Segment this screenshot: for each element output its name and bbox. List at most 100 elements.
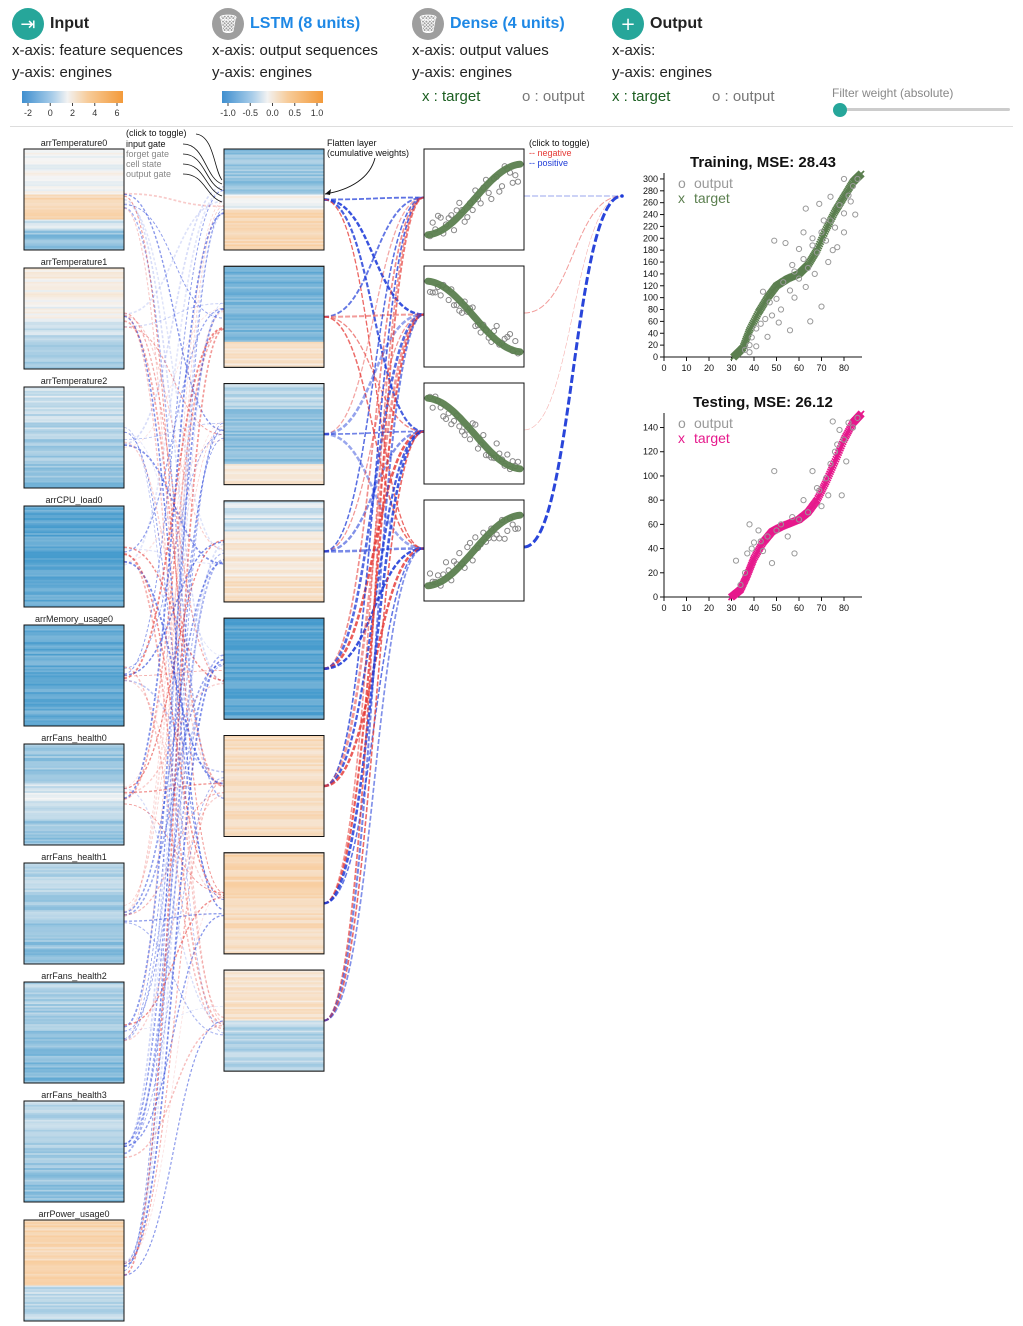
input-heatmap-arrPower_usage0[interactable] — [23, 1219, 125, 1322]
lstm-unit-heatmap-7[interactable] — [223, 969, 325, 1072]
heatmap-row — [24, 356, 124, 359]
dense-output-point — [512, 337, 519, 345]
heatmap-row — [24, 333, 124, 336]
heatmap-row — [24, 1007, 124, 1010]
heatmap-row — [24, 883, 124, 886]
dense-unit-plot-1[interactable] — [423, 265, 525, 368]
plus-icon[interactable]: + — [612, 8, 644, 40]
heatmap-row — [24, 744, 124, 747]
heatmap-row — [224, 647, 324, 650]
heatmap-row — [24, 812, 124, 815]
dense-unit-plot-2[interactable] — [423, 382, 525, 485]
lstm-layer-title[interactable]: LSTM (8 units) — [250, 15, 361, 32]
heatmap-row — [224, 583, 324, 586]
gate-toggle-cell-state: cell state — [126, 159, 162, 169]
heatmap-row — [24, 811, 124, 814]
heatmap-row — [224, 712, 324, 715]
heatmap-row — [224, 353, 324, 356]
heatmap-row — [224, 273, 324, 276]
heatmap-row — [24, 355, 124, 358]
heatmap-row — [224, 645, 324, 648]
dense-x-axis-label: x-axis: output values — [412, 42, 549, 59]
weight-connection — [123, 558, 225, 1155]
output-point — [843, 458, 850, 465]
dense-output-point — [442, 559, 450, 566]
heatmap-row — [24, 419, 124, 422]
heatmap-row — [24, 325, 124, 328]
lstm-unit-heatmap-0[interactable] — [223, 148, 325, 251]
heatmap-row — [224, 1043, 324, 1046]
heatmap-row — [224, 873, 324, 876]
heatmap-row — [24, 953, 124, 956]
weight-connection — [123, 301, 225, 1155]
input-heatmap-arrFans_health0[interactable] — [23, 743, 125, 846]
input-heatmap-arrFans_health2[interactable] — [23, 981, 125, 1084]
weight-connection — [123, 803, 225, 894]
heatmap-row — [24, 568, 124, 571]
heatmap-row — [224, 316, 324, 319]
weight-connection — [123, 326, 225, 436]
heatmap-row — [24, 308, 124, 311]
input-heatmap-arrFans_health3[interactable] — [23, 1100, 125, 1203]
heatmap-row — [24, 226, 124, 229]
heatmap-row — [224, 854, 324, 858]
heatmap-row — [24, 1265, 124, 1268]
trash-icon[interactable]: 🗑 — [212, 8, 244, 40]
trash-icon[interactable]: 🗑 — [412, 8, 444, 40]
chart-title: Testing, MSE: 26.12 — [693, 394, 833, 411]
heatmap-row — [224, 236, 324, 239]
output-point — [834, 244, 841, 251]
heatmap-row — [224, 435, 324, 438]
lstm-unit-heatmap-4[interactable] — [223, 617, 325, 720]
heatmap-row — [224, 896, 324, 899]
input-heatmap-arrCPU_load0[interactable] — [23, 505, 125, 608]
heatmap-row — [24, 588, 124, 591]
weight-connection — [123, 189, 225, 675]
lstm-unit-heatmap-2[interactable] — [223, 383, 325, 486]
heatmap-row — [24, 640, 124, 643]
heatmap-row — [24, 1153, 124, 1156]
filter-weight-thumb[interactable] — [833, 103, 847, 117]
weight-connection — [123, 302, 225, 328]
heatmap-row — [224, 355, 324, 358]
heatmap-row — [224, 326, 324, 329]
input-heatmap-arrTemperature2[interactable] — [23, 386, 125, 489]
input-x-axis-label: x-axis: feature sequences — [12, 42, 183, 59]
heatmap-row — [224, 171, 324, 174]
weight-connection — [123, 200, 225, 315]
output-layer-header: + Output x-axis: y-axis: engines — [612, 8, 812, 84]
output-point — [732, 557, 740, 564]
input-heatmap-arrTemperature0[interactable] — [23, 148, 125, 251]
heatmap-row — [24, 754, 124, 757]
output-point — [766, 299, 773, 306]
dense-output-point — [512, 172, 519, 179]
lstm-unit-heatmap-3[interactable] — [223, 500, 325, 603]
heatmap-row — [224, 894, 324, 898]
dense-output-point — [506, 330, 514, 338]
heatmap-row — [224, 509, 324, 512]
dense-layer-title[interactable]: Dense (4 units) — [450, 15, 565, 32]
lstm-unit-heatmap-5[interactable] — [223, 735, 325, 837]
heatmap-row — [24, 211, 124, 214]
heatmap-row — [24, 603, 124, 606]
heatmap-row — [24, 1303, 124, 1306]
lstm-unit-heatmap-1[interactable] — [223, 265, 325, 368]
input-icon[interactable]: ⇥ — [12, 8, 44, 40]
heatmap-row — [24, 994, 124, 997]
input-heatmap-arrTemperature1[interactable] — [23, 267, 125, 370]
heatmap-row — [224, 459, 324, 462]
input-heatmap-arrFans_health1[interactable] — [23, 862, 125, 965]
dense-unit-plot-0[interactable] — [423, 148, 525, 251]
heatmap-row — [224, 415, 324, 418]
input-heatmap-arrMemory_usage0[interactable] — [23, 624, 125, 727]
dense-unit-plot-3[interactable] — [423, 499, 525, 602]
heatmap-row — [224, 889, 324, 893]
output-point — [818, 229, 825, 236]
heatmap-row — [24, 316, 124, 319]
lstm-unit-heatmap-6[interactable] — [223, 852, 325, 955]
heatmap-row — [224, 546, 324, 549]
heatmap-row — [224, 311, 324, 314]
heatmap-row — [224, 1010, 324, 1013]
filter-weight-slider[interactable] — [840, 108, 1010, 111]
heatmap-row — [224, 229, 324, 232]
